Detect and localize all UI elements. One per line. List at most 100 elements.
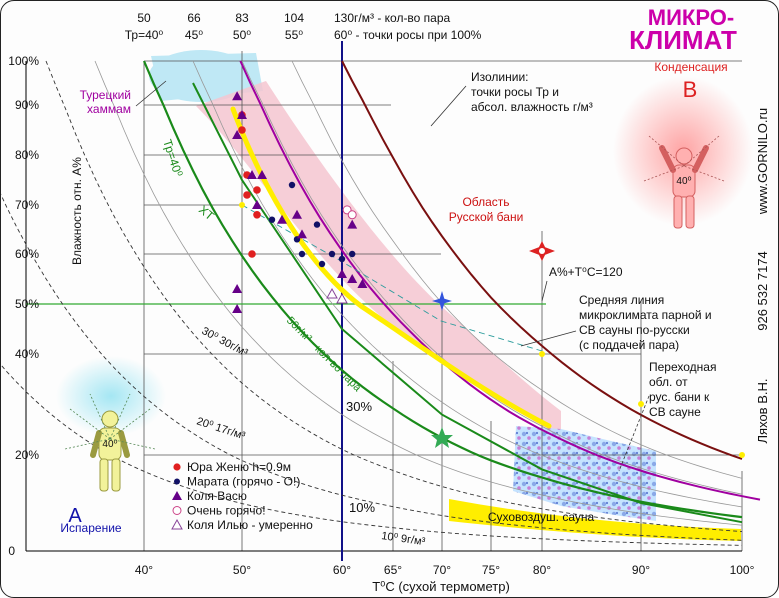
top-vapor-0: 50 xyxy=(137,11,151,25)
a-plus-t-label-line-0: А%+T⁰С=120 xyxy=(549,265,623,279)
transition-label-line-1: обл. от xyxy=(649,375,688,389)
yellow-dot-0 xyxy=(239,202,245,208)
top-axis: 50 Тр=40⁰ 66 45⁰ 83 50⁰ 104 55⁰ 130г/м³ … xyxy=(125,11,482,42)
y-tick-5: 50% xyxy=(15,297,39,311)
x-tick-4: 70° xyxy=(433,563,451,577)
evaporation-person: 40⁰ xyxy=(90,410,130,492)
point-2-9 xyxy=(347,219,358,229)
pct30-label: 30% xyxy=(346,399,372,414)
y-tick-3: 70% xyxy=(15,198,39,212)
condensation-person-head xyxy=(675,147,693,165)
isolines-label: Изолинии: точки росы Тр и абсол. влажность… xyxy=(471,70,593,114)
point-1-3 xyxy=(313,221,321,228)
legend-item-3: Очень горячо! xyxy=(187,504,266,518)
red-star-center xyxy=(539,248,545,254)
xt-label: ХТ xyxy=(196,203,217,224)
top-dew-0: Тр=40⁰ xyxy=(125,28,164,42)
average-line-path xyxy=(230,106,552,429)
top-vapor-4: 130г/м³ - кол-во пара xyxy=(334,11,451,25)
point-2-10 xyxy=(337,269,347,278)
brown-curve xyxy=(341,60,743,460)
title-line1: МИКРО- xyxy=(648,5,734,30)
isolines-label-line-1: точки росы Тр и xyxy=(471,85,559,99)
point-4-1 xyxy=(336,292,348,304)
a-plus-t-pointer xyxy=(541,280,548,302)
mid-line-label-line-1: микроклимата парной и xyxy=(579,308,712,322)
teal-dashed-line xyxy=(241,204,543,352)
point-2-14 xyxy=(232,304,243,313)
line50-label-line-0: 50г/м³ - кол-во пара xyxy=(284,315,364,395)
legend-marker-2 xyxy=(172,491,182,500)
legend-item-1: Марата (горячо - О!) xyxy=(187,475,300,489)
xt-label-line-0: ХТ xyxy=(196,203,217,224)
condensation-person-body xyxy=(672,164,696,198)
top-vapor-1: 66 xyxy=(187,11,201,25)
point-2-2 xyxy=(232,130,243,139)
point-0-5 xyxy=(253,211,261,219)
isolines-label-line-0: Изолинии: xyxy=(471,70,528,84)
x-tick-2: 60° xyxy=(333,563,351,577)
blue-star-marker xyxy=(432,291,452,311)
transition-zone xyxy=(513,426,656,521)
hammam-region-fill xyxy=(151,53,263,101)
mid-line-label: Средняя линия микроклимата парной и СВ сау… xyxy=(579,293,712,352)
point-3-1 xyxy=(347,210,357,220)
evaporation-person-arm-r xyxy=(118,430,130,458)
point-2-4 xyxy=(257,170,267,179)
pct10-label: 10% xyxy=(349,500,375,515)
evap-arrow-1 xyxy=(89,393,111,440)
condensation-person-leg-r xyxy=(685,195,695,229)
point-1-1 xyxy=(268,216,276,223)
title-line2: КЛИМАТ xyxy=(629,25,737,55)
line50-label: 50г/м³ - кол-во пара xyxy=(284,315,364,395)
condensation-letter: B xyxy=(683,77,698,102)
point-1-0 xyxy=(288,181,296,189)
x-tick-1: 50° xyxy=(233,563,251,577)
legend-marker-4 xyxy=(171,518,183,530)
russian-bath-label-line-1: Русской бани xyxy=(449,210,524,224)
line20-label-line-0: 20⁰ 17г/м³ xyxy=(195,415,247,442)
top-dew-1: 45⁰ xyxy=(185,28,203,42)
average-line xyxy=(230,106,745,458)
point-1-6 xyxy=(338,255,346,263)
point-2-6 xyxy=(277,214,287,224)
hammam-pointer xyxy=(135,80,167,107)
pct10-label-line-0: 10% xyxy=(349,500,375,515)
y-tick-4: 60% xyxy=(15,247,39,261)
evaporation-label: Испарение xyxy=(60,521,121,535)
x-tick-6: 80° xyxy=(533,563,551,577)
isoline-30 xyxy=(45,60,743,532)
evap-arrow-2 xyxy=(109,393,131,440)
evaporation-person-leg-r xyxy=(111,458,121,492)
point-2-3 xyxy=(247,170,257,179)
cond-arrow-3 xyxy=(683,165,725,182)
evap-arrow-0 xyxy=(69,408,111,440)
y-tick-7: 20% xyxy=(15,448,39,462)
evaporation-letter: A xyxy=(68,505,82,527)
evaporation-person-arm-l xyxy=(90,430,102,458)
point-1-7 xyxy=(349,250,356,258)
x-tick-5: 75° xyxy=(482,563,500,577)
point-2-12 xyxy=(357,279,368,288)
phone: 926 532 7174 xyxy=(755,251,770,331)
russian-bath-label: Область Русской бани xyxy=(449,195,524,224)
condensation-person: 40⁰ xyxy=(659,145,709,229)
point-2-0 xyxy=(232,91,243,101)
line10-label: 10⁰ 9г/м³ xyxy=(381,530,427,548)
a-plus-t-label: А%+T⁰С=120 xyxy=(549,265,623,279)
green-lower-curve xyxy=(192,82,743,524)
green-star-marker xyxy=(431,427,453,448)
isolines xyxy=(1,60,761,546)
tr40-label-line-0: Тр=40⁰ xyxy=(160,138,185,179)
point-0-4 xyxy=(253,186,261,194)
legend-item-2: Коля Васю xyxy=(187,489,247,503)
point-0-6 xyxy=(248,250,256,258)
y-axis-label: Влажность отн. А% xyxy=(70,157,84,265)
top-vapor-3: 104 xyxy=(284,11,304,25)
point-1-4 xyxy=(298,250,306,258)
tr40-label: Тр=40⁰ xyxy=(160,138,185,179)
x-tick-3: 65° xyxy=(384,563,402,577)
dry-sauna-label-line-0: Суховоздуш. сауна xyxy=(488,510,595,524)
